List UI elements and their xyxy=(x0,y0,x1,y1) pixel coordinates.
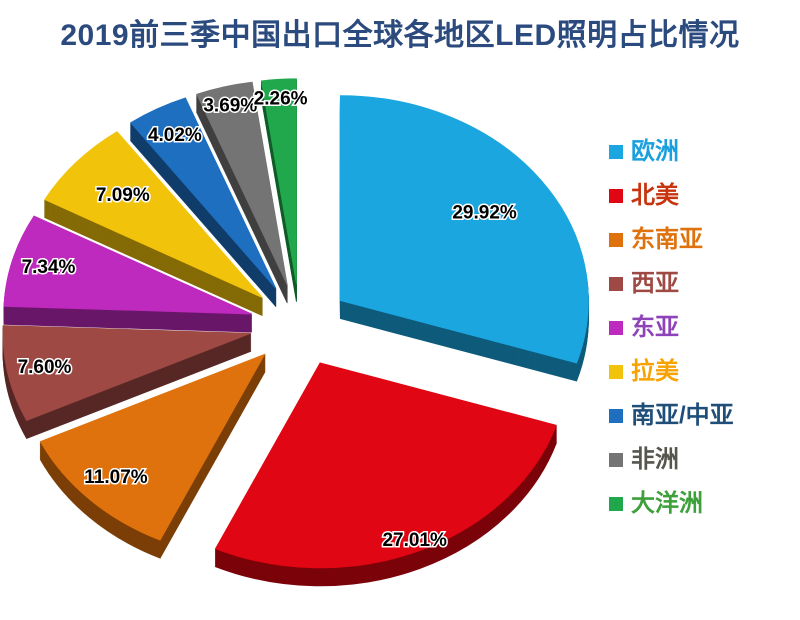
legend-label: 欧洲 xyxy=(631,138,679,165)
legend-label: 南亚/中亚 xyxy=(631,402,734,429)
pie-slice-label: 7.34% xyxy=(22,257,76,278)
legend: 欧洲北美东南亚西亚东亚拉美南亚/中亚非洲大洋洲 xyxy=(609,130,799,526)
legend-swatch xyxy=(609,409,623,423)
pie-slice-label: 29.92% xyxy=(452,203,517,224)
legend-label: 大洋洲 xyxy=(631,490,703,517)
legend-swatch xyxy=(609,365,623,379)
pie-slice-8 xyxy=(260,78,297,284)
legend-label: 西亚 xyxy=(631,270,679,297)
pie-slice-label: 7.09% xyxy=(96,185,150,206)
pie-slice-label: 27.01% xyxy=(382,530,447,551)
pie-slice-6 xyxy=(130,97,277,289)
pie-slice-label: 11.07% xyxy=(84,467,147,488)
legend-label: 拉美 xyxy=(631,358,679,385)
legend-label: 北美 xyxy=(631,182,679,209)
legend-item-6: 南亚/中亚 xyxy=(609,394,799,438)
legend-swatch xyxy=(609,321,623,335)
pie-slice-2 xyxy=(39,353,266,541)
legend-label: 东南亚 xyxy=(631,226,703,253)
legend-swatch xyxy=(609,497,623,511)
legend-label: 东亚 xyxy=(631,314,679,341)
chart-title: 2019前三季中国出口全球各地区LED照明占比情况 xyxy=(60,19,740,52)
legend-swatch xyxy=(609,189,623,203)
legend-swatch xyxy=(609,233,623,247)
legend-item-2: 东南亚 xyxy=(609,218,799,262)
legend-item-5: 拉美 xyxy=(609,350,799,394)
legend-item-3: 西亚 xyxy=(609,262,799,306)
pie-slice-label: 7.60% xyxy=(18,357,72,378)
legend-item-0: 欧洲 xyxy=(609,130,799,174)
legend-swatch xyxy=(609,145,623,159)
legend-swatch xyxy=(609,453,623,467)
pie-slice-4 xyxy=(3,215,252,315)
legend-item-4: 东亚 xyxy=(609,306,799,350)
legend-label: 非洲 xyxy=(631,446,679,473)
legend-item-1: 北美 xyxy=(609,174,799,218)
legend-swatch xyxy=(609,277,623,291)
legend-item-7: 非洲 xyxy=(609,438,799,482)
pie-slice-label: 2.26% xyxy=(254,89,308,110)
legend-item-8: 大洋洲 xyxy=(609,482,799,526)
pie-slice-7 xyxy=(196,81,288,286)
pie-slice-label: 4.02% xyxy=(148,125,202,146)
pie-slice-label: 3.69% xyxy=(203,96,257,117)
pie-slice-3 xyxy=(2,325,252,422)
pie-slice-5 xyxy=(44,131,263,299)
pie-slice-0 xyxy=(339,95,589,364)
pie-slice-1 xyxy=(214,362,557,569)
